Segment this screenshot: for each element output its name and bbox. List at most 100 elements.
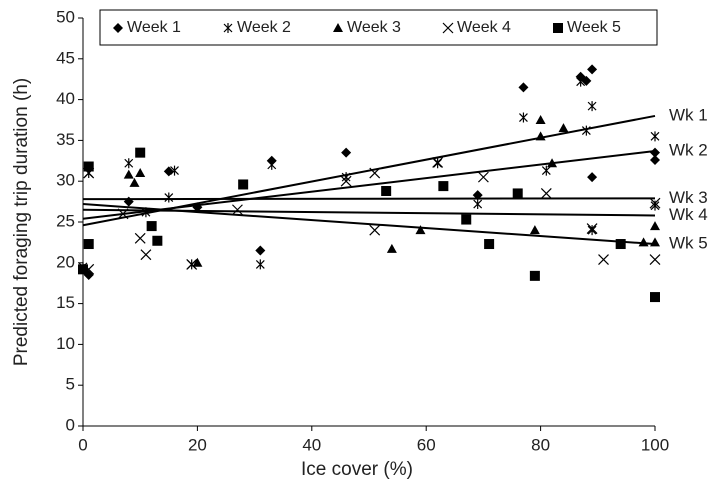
- point: [540, 188, 552, 199]
- point: [587, 225, 597, 236]
- legend-marker: [442, 22, 454, 34]
- legend-box: [99, 9, 658, 46]
- y-tick-label: 20: [56, 252, 75, 271]
- point: [255, 259, 265, 270]
- point: [124, 158, 134, 169]
- point: [547, 158, 558, 168]
- point: [255, 245, 266, 256]
- legend-marker: [223, 23, 233, 33]
- point: [461, 214, 472, 225]
- point: [186, 259, 198, 270]
- point: [135, 147, 146, 158]
- point: [134, 232, 146, 244]
- legend-label: Week 1: [127, 19, 181, 36]
- point: [519, 112, 528, 123]
- point: [541, 165, 551, 176]
- point: [140, 249, 152, 261]
- point: [477, 171, 489, 183]
- point: [83, 239, 94, 250]
- x-tick-label: 100: [641, 435, 669, 454]
- point: [650, 200, 660, 211]
- point: [649, 254, 661, 265]
- point: [141, 207, 151, 218]
- point: [535, 115, 546, 124]
- point: [535, 131, 546, 141]
- point: [472, 190, 483, 201]
- point: [432, 157, 444, 168]
- trend-label: Wk 3: [669, 188, 708, 207]
- point: [650, 154, 660, 165]
- point: [386, 243, 397, 253]
- point: [369, 224, 381, 236]
- legend-label: Week 4: [457, 19, 511, 36]
- point: [586, 223, 598, 234]
- point: [340, 175, 352, 187]
- y-tick-label: 25: [56, 211, 75, 230]
- point: [238, 179, 249, 190]
- point: [123, 196, 134, 207]
- point: [135, 168, 146, 178]
- legend-label: Week 3: [347, 19, 401, 36]
- point: [369, 167, 381, 179]
- legend-marker: [553, 23, 563, 33]
- y-tick-label: 5: [66, 375, 75, 394]
- point: [650, 237, 660, 247]
- point: [529, 225, 540, 235]
- point: [598, 254, 609, 265]
- trend-line: [82, 150, 656, 220]
- legend-marker: [333, 23, 343, 32]
- point: [484, 239, 495, 250]
- point: [650, 292, 660, 303]
- y-tick-label: 40: [56, 89, 75, 108]
- trend-label: Wk 2: [669, 140, 708, 159]
- point: [638, 237, 649, 247]
- point: [129, 177, 140, 187]
- point: [267, 159, 277, 170]
- y-tick-label: 50: [56, 7, 75, 26]
- point: [83, 161, 94, 172]
- point: [518, 82, 529, 93]
- trend-line: [82, 197, 656, 201]
- point: [529, 270, 540, 281]
- point: [232, 204, 243, 216]
- point: [473, 199, 483, 210]
- point: [558, 123, 569, 133]
- trend-label: Wk 4: [669, 205, 708, 224]
- point: [581, 125, 591, 136]
- point: [341, 147, 352, 158]
- trend-line: [82, 203, 656, 246]
- point: [615, 239, 626, 250]
- y-tick-label: 0: [66, 415, 75, 434]
- point: [650, 131, 660, 142]
- point: [587, 64, 598, 75]
- y-axis-title: Predicted foraging trip duration (h): [11, 78, 32, 366]
- x-tick-label: 40: [302, 435, 321, 454]
- x-tick-label: 80: [531, 435, 550, 454]
- point: [170, 165, 179, 176]
- point: [152, 235, 163, 246]
- y-tick-label: 45: [56, 48, 75, 67]
- point: [146, 221, 157, 232]
- point: [650, 147, 660, 158]
- x-tick-label: 60: [417, 435, 436, 454]
- x-tick-label: 0: [78, 435, 87, 454]
- point: [415, 225, 426, 235]
- point: [649, 197, 661, 209]
- y-tick-label: 30: [56, 171, 75, 190]
- point: [650, 221, 660, 231]
- point: [123, 169, 134, 179]
- point: [164, 192, 174, 203]
- trend-label: Wk 1: [669, 105, 708, 124]
- y-tick-label: 35: [56, 130, 75, 149]
- point: [512, 188, 523, 199]
- x-tick-label: 20: [188, 435, 207, 454]
- x-axis-title: Ice cover (%): [301, 459, 413, 480]
- point: [587, 101, 597, 112]
- y-tick-label: 10: [56, 334, 75, 353]
- point: [438, 181, 449, 192]
- point: [381, 185, 392, 196]
- legend-label: Week 2: [237, 19, 291, 36]
- legend-marker: [113, 23, 123, 33]
